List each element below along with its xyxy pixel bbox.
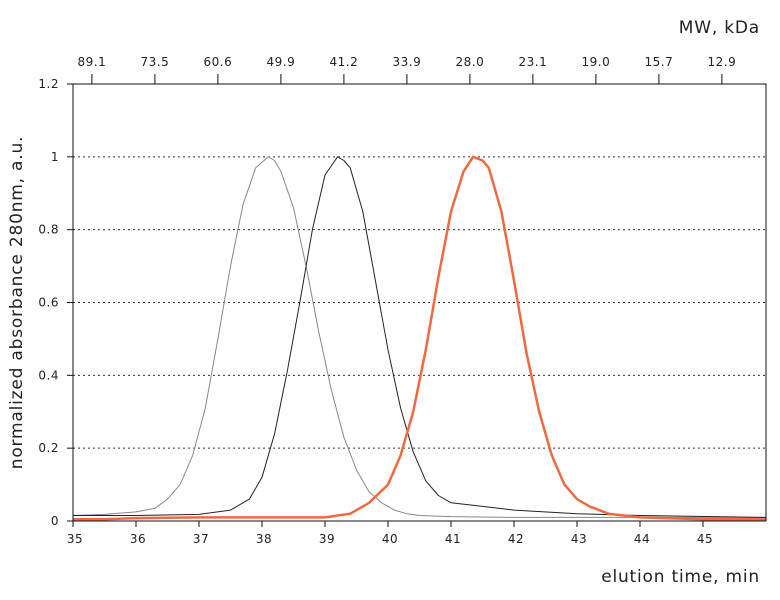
x-tick-label: 36 (130, 532, 146, 546)
top-tick-label: 60.6 (204, 55, 233, 69)
y-axis-title: normalized absorbance 280nm, a.u. (7, 136, 27, 470)
top-tick-label: 49.9 (267, 55, 296, 69)
x-tick-label: 39 (319, 532, 335, 546)
y-tick-label: 0.8 (38, 223, 59, 237)
top-tick-label: 89.1 (78, 55, 107, 69)
top-tick-label: 33.9 (393, 55, 422, 69)
x-axis-ticks: 35 36 37 38 39 40 41 42 43 44 45 (67, 521, 713, 546)
series-line (73, 155, 766, 521)
top-tick-label: 28.0 (456, 55, 485, 69)
x-axis-title: elution time, min (601, 567, 760, 587)
top-axis-ticks: 89.1 73.5 60.6 49.9 41.2 33.9 28.0 23.1 19.0 15.7… (78, 55, 737, 84)
top-tick-label: 23.1 (519, 55, 548, 69)
gridlines (73, 156, 766, 449)
y-tick-label: 0.2 (38, 441, 59, 455)
top-tick-label: 73.5 (141, 55, 170, 69)
x-tick-label: 37 (193, 532, 209, 546)
y-tick-label: 0.4 (38, 368, 59, 382)
top-tick-label: 15.7 (645, 55, 674, 69)
x-tick-label: 35 (67, 532, 83, 546)
series-line (73, 156, 767, 518)
series-line (72, 156, 766, 518)
y-tick-label: 1.2 (38, 77, 59, 91)
top-tick-label: 19.0 (582, 55, 611, 69)
x-tick-label: 45 (697, 532, 713, 546)
x-tick-label: 42 (508, 532, 524, 546)
y-tick-label: 0 (51, 514, 59, 528)
top-axis-title: MW, kDa (679, 18, 760, 38)
x-tick-label: 40 (382, 532, 398, 546)
top-tick-label: 12.9 (708, 55, 737, 69)
top-tick-label: 41.2 (330, 55, 359, 69)
x-tick-label: 41 (445, 532, 461, 546)
series-lines (72, 155, 767, 521)
x-tick-label: 43 (571, 532, 587, 546)
y-axis-ticks: 0 0.2 0.4 0.6 0.8 1 1.2 (38, 77, 73, 528)
x-tick-label: 38 (256, 532, 272, 546)
x-tick-label: 44 (634, 532, 650, 546)
y-tick-label: 1 (51, 150, 59, 164)
y-tick-label: 0.6 (38, 296, 59, 310)
